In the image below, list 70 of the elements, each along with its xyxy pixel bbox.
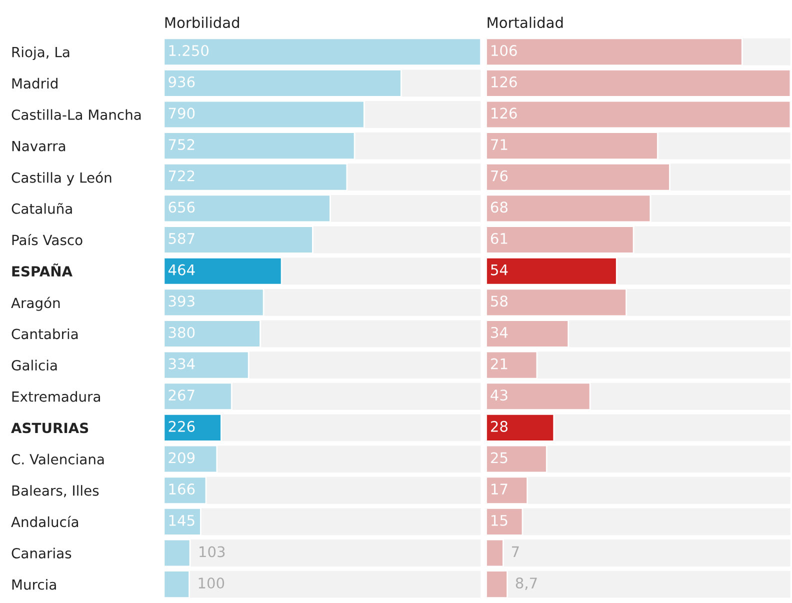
data-label: 1.250	[169, 45, 209, 56]
bar	[486, 570, 508, 598]
data-label: 71	[491, 139, 508, 150]
bar	[486, 414, 555, 442]
data-label: 145	[169, 515, 194, 526]
data-label: 656	[168, 202, 195, 213]
data-label: 58	[491, 296, 508, 307]
y-tick-label: Navarra	[12, 140, 66, 152]
data-label: 103	[200, 546, 225, 558]
bar	[164, 476, 207, 505]
data-label: 54	[491, 264, 508, 276]
data-label: 15	[492, 515, 508, 526]
y-tick-label: ESPAÑA	[12, 264, 72, 277]
y-tick-label: Extremadura	[12, 391, 100, 402]
data-label: 752	[168, 139, 194, 150]
chart-title: Mortalidad	[488, 16, 563, 28]
y-tick-label: Galicia	[12, 360, 57, 371]
bar	[164, 570, 190, 598]
data-label: 76	[491, 170, 508, 182]
bar	[486, 444, 548, 474]
bar	[164, 508, 202, 536]
data-label: 7	[512, 546, 519, 558]
bar	[164, 382, 232, 411]
y-tick-label: ASTURIAS	[11, 422, 88, 434]
data-label: 68	[490, 202, 508, 213]
y-tick-label: Cantabria	[12, 328, 78, 340]
data-label: 380	[168, 326, 195, 338]
data-label: 28	[491, 420, 508, 432]
data-label: 8,7	[516, 578, 537, 590]
y-tick-label: Balears, Illes	[12, 485, 99, 498]
data-label: 61	[490, 232, 508, 244]
data-label: 936	[168, 76, 195, 88]
chart-title: Morbilidad	[165, 16, 239, 28]
data-label: 25	[491, 452, 508, 464]
data-label: 393	[168, 296, 194, 307]
y-tick-label: Castilla-La Mancha	[12, 109, 141, 120]
data-label: 209	[168, 452, 195, 464]
data-label: 267	[168, 390, 194, 401]
data-label: 334	[168, 358, 195, 370]
bar	[486, 476, 528, 505]
data-label: 464	[168, 264, 195, 276]
bar	[486, 508, 524, 536]
y-tick-label: Andalucía	[11, 516, 78, 528]
data-label: 166	[169, 484, 195, 495]
data-label: 226	[168, 420, 195, 432]
data-label: 17	[492, 484, 508, 494]
data-label: 21	[491, 358, 508, 370]
data-label: 43	[490, 390, 508, 401]
y-tick-label: Cataluña	[12, 202, 72, 214]
data-label: 100	[198, 578, 224, 589]
data-label: 587	[168, 232, 194, 244]
data-label: 722	[168, 170, 194, 182]
data-label: 106	[492, 45, 517, 56]
y-tick-label: C. Valenciana	[12, 454, 104, 465]
bar	[164, 444, 218, 474]
bar	[164, 414, 222, 442]
y-tick-label: Murcia	[12, 579, 56, 590]
y-tick-label: Canarias	[12, 548, 72, 558]
bar	[486, 538, 504, 568]
bar	[164, 538, 191, 568]
y-tick-label: Aragón	[11, 296, 60, 311]
y-tick-label: Castilla y León	[12, 172, 112, 186]
data-label: 126	[492, 108, 517, 119]
y-tick-label: Madrid	[12, 78, 58, 89]
data-label: 790	[168, 108, 195, 119]
y-tick-label: País Vasco	[12, 234, 82, 246]
data-label: 126	[492, 76, 517, 88]
y-tick-label: Rioja, La	[12, 46, 70, 60]
data-label: 34	[491, 326, 508, 338]
bar	[486, 350, 538, 380]
